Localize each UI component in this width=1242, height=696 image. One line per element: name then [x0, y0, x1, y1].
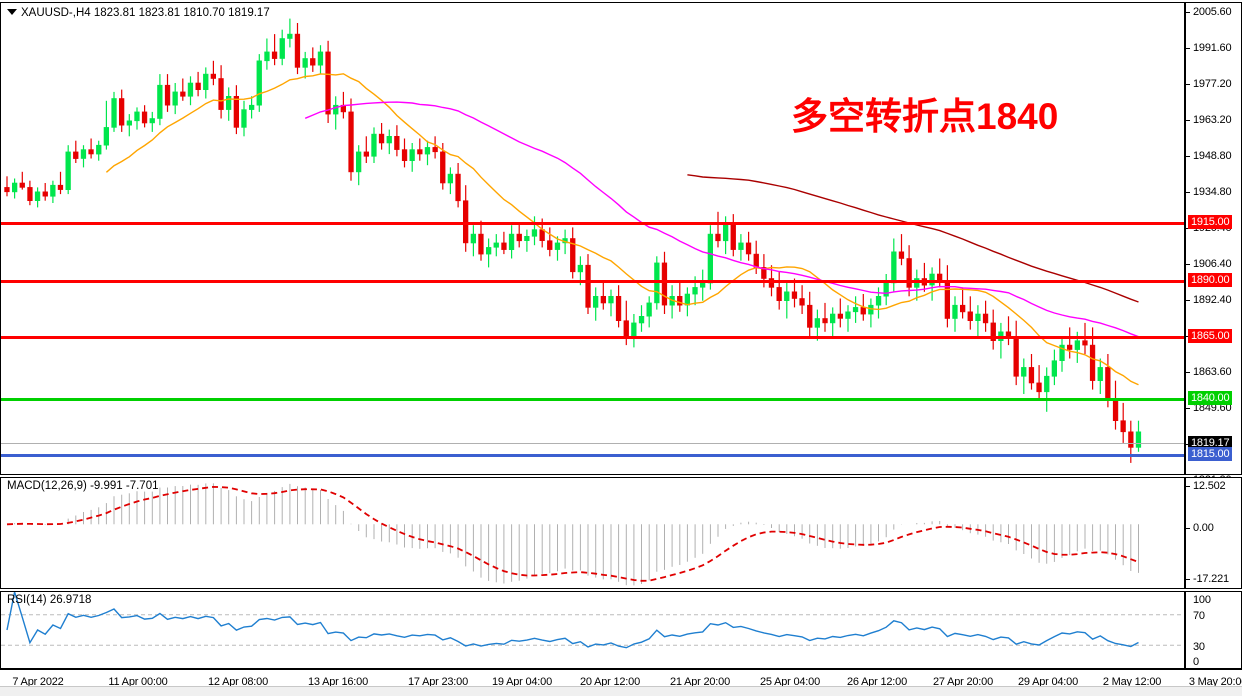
time-axis-label: 17 Apr 23:00: [408, 676, 468, 688]
price-level-tag[interactable]: 1865.00: [1188, 329, 1233, 343]
price-level-tag[interactable]: 1819.17: [1188, 436, 1233, 450]
price-tick: [1186, 264, 1190, 265]
collapse-triangle-icon[interactable]: [7, 8, 17, 15]
price-tick: [1186, 84, 1190, 85]
macd-axis-label: 0.00: [1193, 522, 1214, 534]
time-axis-label: 26 Apr 12:00: [847, 676, 907, 688]
rsi-legend: RSI(14) 26.9718: [7, 594, 92, 606]
time-axis-label: 13 Apr 16:00: [308, 676, 368, 688]
price-panel[interactable]: 多空转折点1840 2005.60 1991.60 1977.20 1963.20 19…: [0, 2, 1242, 522]
macd-tick: [1186, 486, 1190, 487]
symbol-legend-text: XAUUSD-,H4 1823.81 1823.81 1810.70 1819.…: [21, 7, 270, 19]
symbol-legend: XAUUSD-,H4 1823.81 1823.81 1810.70 1819.…: [7, 7, 270, 19]
price-axis-label: 1863.60: [1193, 366, 1232, 378]
time-axis-label: 19 Apr 04:00: [492, 676, 552, 688]
time-axis-label: 12 Apr 08:00: [208, 676, 268, 688]
price-axis-label: 1963.20: [1193, 114, 1232, 126]
level-line[interactable]: [1, 280, 1184, 283]
level-line[interactable]: [1, 443, 1184, 444]
price-level-tag[interactable]: 1915.00: [1188, 215, 1233, 229]
macd-tick: [1186, 579, 1190, 580]
price-tick: [1186, 192, 1190, 193]
rsi-plot-area[interactable]: [1, 592, 1184, 668]
macd-axis-label: 12.502: [1193, 480, 1226, 492]
time-axis-label: 2 May 12:00: [1102, 676, 1162, 688]
time-axis-label: 11 Apr 00:00: [108, 676, 168, 688]
rsi-axis-label: 30: [1193, 641, 1205, 653]
price-axis-label: 1991.60: [1193, 42, 1232, 54]
price-axis-label: 1892.40: [1193, 294, 1232, 306]
macd-panel[interactable]: 12.502 0.00 -17.221 MACD(12,26,9) -9.991 -…: [0, 477, 1242, 589]
price-axis-label: 1948.80: [1193, 150, 1232, 162]
rsi-panel[interactable]: 100 70 30 0 RSI(14) 26.9718: [0, 591, 1242, 669]
time-axis-label: 29 Apr 04:00: [1018, 676, 1078, 688]
rsi-svg: [1, 592, 1184, 649]
price-tick: [1186, 300, 1190, 301]
macd-tick: [1186, 528, 1190, 529]
level-line[interactable]: [1, 398, 1184, 401]
macd-svg: [6, 483, 1139, 586]
price-level-tag[interactable]: 1890.00: [1188, 273, 1233, 287]
macd-plot-area[interactable]: [1, 478, 1184, 588]
price-plot-area[interactable]: 多空转折点1840: [1, 3, 1184, 474]
time-axis-label: 27 Apr 20:00: [933, 676, 993, 688]
price-axis-label: 1906.40: [1193, 258, 1232, 270]
macd-axis: 12.502 0.00 -17.221: [1184, 478, 1241, 588]
price-level-tag[interactable]: 1815.00: [1188, 447, 1233, 461]
time-axis-label: 25 Apr 04:00: [760, 676, 820, 688]
price-tick: [1186, 120, 1190, 121]
rsi-axis: 100 70 30 0: [1184, 592, 1241, 668]
time-axis-label: 21 Apr 20:00: [670, 676, 730, 688]
price-tick: [1186, 408, 1190, 409]
time-axis-label: 20 Apr 12:00: [580, 676, 640, 688]
price-level-tag[interactable]: 1840.00: [1188, 391, 1233, 405]
candlestick-svg: [4, 18, 1142, 463]
macd-legend: MACD(12,26,9) -9.991 -7.701: [7, 480, 159, 492]
level-line[interactable]: [1, 454, 1184, 457]
time-axis-label: 3 May 20:00: [1188, 676, 1242, 688]
price-axis-label: 1849.60: [1193, 402, 1232, 414]
price-axis-label: 1977.20: [1193, 78, 1232, 90]
level-line[interactable]: [1, 222, 1184, 225]
rsi-axis-label: 100: [1193, 594, 1211, 606]
level-line[interactable]: [1, 336, 1184, 339]
horizontal-scrollbar[interactable]: [0, 686, 1242, 696]
price-tick: [1186, 48, 1190, 49]
macd-axis-label: -17.221: [1193, 573, 1229, 585]
rsi-axis-label: 0: [1193, 656, 1199, 668]
rsi-axis-label: 70: [1193, 610, 1205, 622]
price-tick: [1186, 372, 1190, 373]
price-tick: [1186, 12, 1190, 13]
price-axis[interactable]: 2005.60 1991.60 1977.20 1963.20 1948.80 1934.…: [1184, 3, 1241, 522]
price-axis-label: 2005.60: [1193, 6, 1232, 18]
price-tick: [1186, 156, 1190, 157]
price-axis-label: 1934.80: [1193, 186, 1232, 198]
time-axis-label: 7 Apr 2022: [12, 676, 64, 688]
annotation-text: 多空转折点1840: [791, 96, 1059, 137]
